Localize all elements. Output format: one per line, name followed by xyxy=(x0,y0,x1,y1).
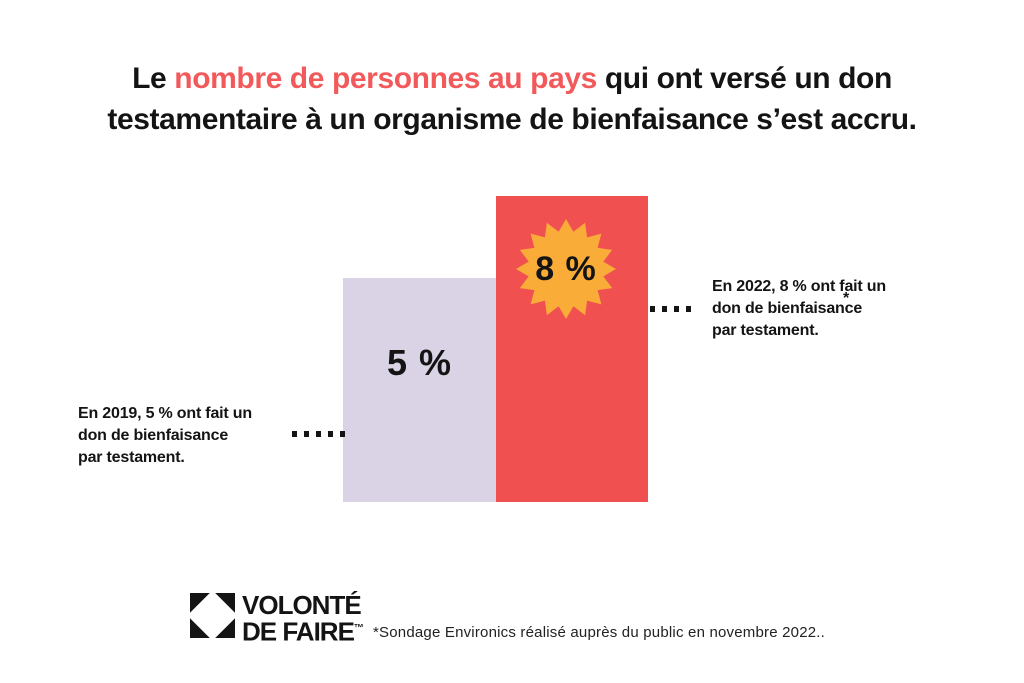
headline-line-2: testamentaire à un organisme de bienfais… xyxy=(107,103,917,136)
logo-wordmark-line-2: DE FAIRE™ xyxy=(242,616,364,647)
logo-mark-icon xyxy=(190,593,235,638)
annotation-2022-line-1: En 2022, 8 % ont fait un xyxy=(712,278,886,295)
dotted-connector-left xyxy=(292,431,345,437)
annotation-2022-line-2: don de bienfaisance xyxy=(712,300,863,317)
headline: Le nombre de personnes au pays qui ont v… xyxy=(0,58,1024,140)
starburst-badge: 8 % xyxy=(516,219,616,319)
source-footnote: *Sondage Environics réalisé auprès du pu… xyxy=(373,624,826,641)
logo-wordmark-line-1: VOLONTÉ xyxy=(242,590,362,620)
bar-2019 xyxy=(343,278,496,502)
annotation-2022: En 2022, 8 % ont fait un don de bienfais… xyxy=(712,276,886,342)
brand-logo: VOLONTÉ DE FAIRE™ xyxy=(190,590,364,647)
annotation-2019-line-2: don de bienfaisance xyxy=(78,427,229,444)
footnote-marker: * xyxy=(843,290,850,307)
logo-wordmark: VOLONTÉ DE FAIRE™ xyxy=(242,590,364,647)
headline-line-1: Le nombre de personnes au pays qui ont v… xyxy=(0,58,1024,99)
headline-suffix: qui ont versé un don xyxy=(596,62,892,95)
headline-highlight: nombre de personnes au pays xyxy=(174,62,597,95)
annotation-2019-line-1: En 2019, 5 % ont fait un xyxy=(78,405,252,422)
bar-label-2022: 8 % xyxy=(535,249,597,288)
annotation-2019: En 2019, 5 % ont fait un don de bienfais… xyxy=(78,403,252,469)
dotted-connector-right xyxy=(650,306,697,312)
headline-prefix: Le xyxy=(132,62,175,95)
bar-label-2019: 5 % xyxy=(386,342,453,383)
starburst-icon xyxy=(516,219,616,319)
annotation-2022-line-3: par testament. xyxy=(712,322,819,339)
trademark-symbol: ™ xyxy=(353,623,364,634)
annotation-2019-line-3: par testament. xyxy=(78,449,185,466)
